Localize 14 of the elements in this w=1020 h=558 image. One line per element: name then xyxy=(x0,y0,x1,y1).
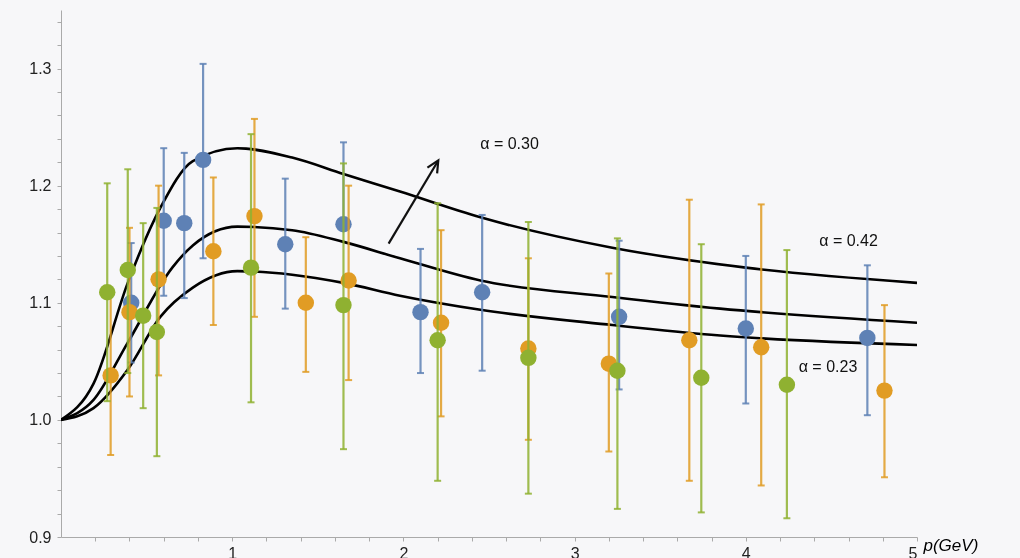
x-tick-label: 3 xyxy=(570,544,580,558)
x-tick-label: 5 xyxy=(908,544,918,558)
x-axis-title: p(GeV) xyxy=(922,535,979,555)
y-tick-label: 1.2 xyxy=(29,177,52,195)
x-tick-label: 1 xyxy=(228,544,238,558)
y-tick-label: 0.9 xyxy=(29,528,52,546)
y-tick-label: 1.0 xyxy=(29,411,52,429)
annotation: α = 0.42 xyxy=(819,231,878,249)
annotation: α = 0.30 xyxy=(480,134,539,152)
x-tick-label: 2 xyxy=(399,544,409,558)
y-tick-label: 1.3 xyxy=(29,60,52,78)
y-tick-label: 1.1 xyxy=(29,294,52,312)
x-tick-label: 4 xyxy=(741,544,751,558)
annotation: α = 0.23 xyxy=(798,358,858,376)
